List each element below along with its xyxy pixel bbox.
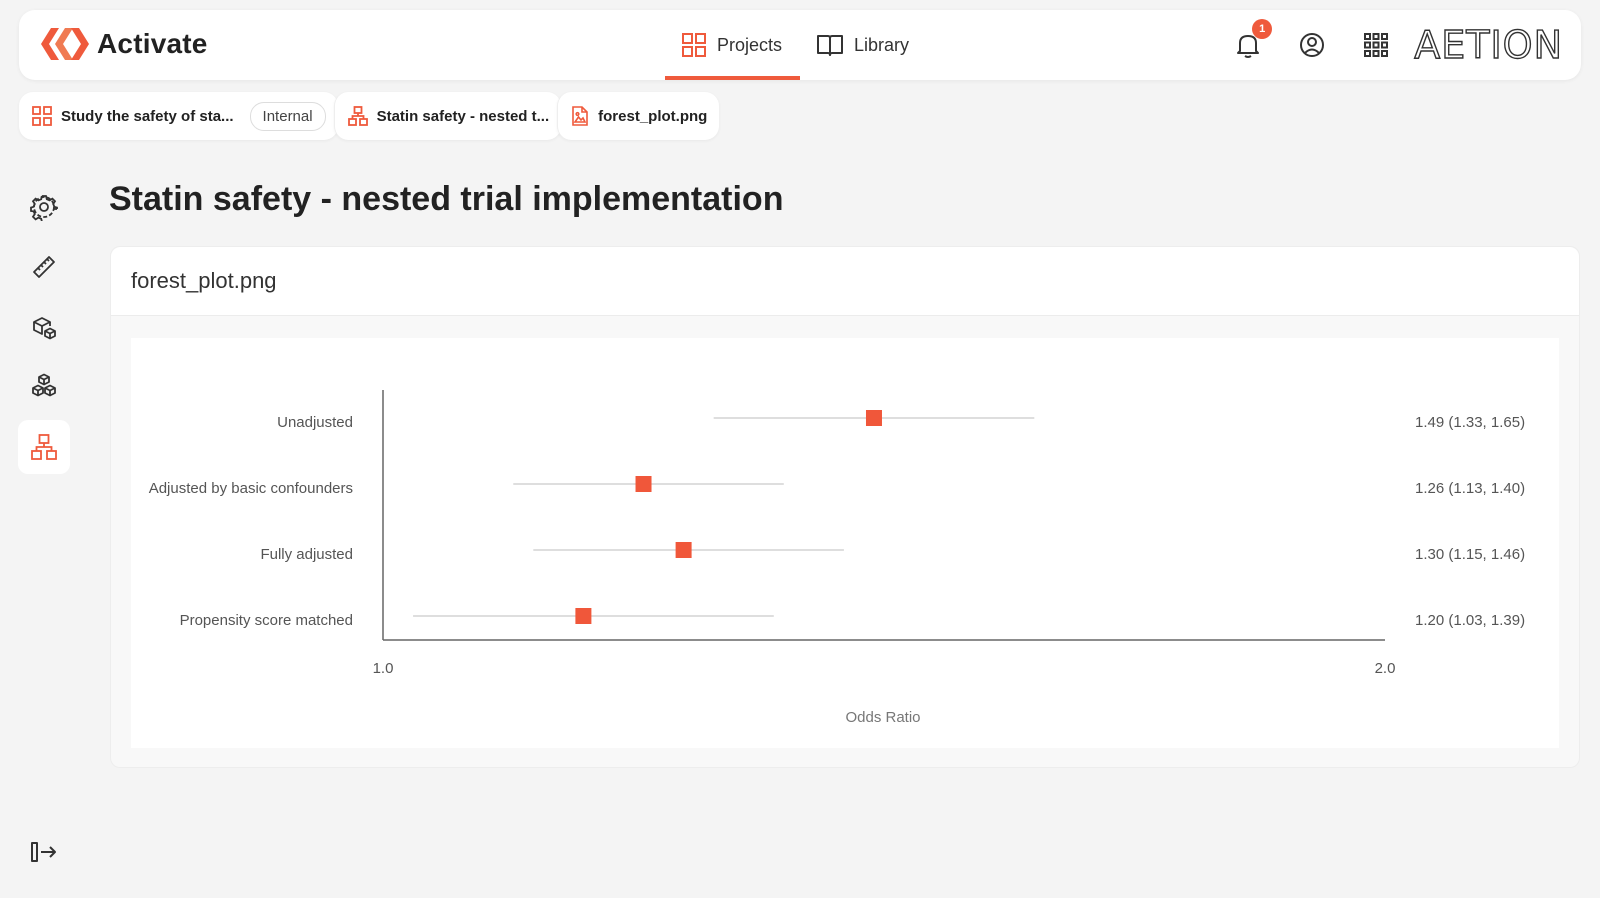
file-name: forest_plot.png (131, 268, 277, 293)
ruler-icon (33, 256, 55, 278)
main-nav: Projects Library (665, 10, 927, 80)
exit-icon (31, 842, 56, 862)
user-circle-icon (1300, 33, 1325, 57)
breadcrumb-analysis[interactable]: Statin safety - nested t... (333, 92, 562, 140)
point-estimate-marker (575, 608, 592, 624)
breadcrumb-file-label: forest_plot.png (598, 107, 708, 125)
top-bar: Activate Projects Library 1 (19, 10, 1581, 80)
file-name-header: forest_plot.png (111, 247, 1579, 316)
app-name: Activate (97, 28, 208, 59)
row-label: Adjusted by basic confounders (149, 480, 353, 497)
sidebar-item-analyses[interactable] (18, 420, 70, 474)
apps-grid-icon (1364, 33, 1389, 57)
point-estimate-marker (635, 476, 652, 492)
nav-projects[interactable]: Projects (665, 10, 801, 80)
sidebar-item-data[interactable] (18, 300, 70, 354)
image-file-icon (572, 106, 588, 126)
row-value-label: 1.20 (1.03, 1.39) (1415, 612, 1525, 629)
row-value-label: 1.49 (1.33, 1.65) (1415, 414, 1525, 431)
point-estimate-marker (865, 410, 882, 426)
breadcrumb-study[interactable]: Study the safety of sta... Internal (19, 92, 338, 140)
user-profile-button[interactable] (1296, 29, 1328, 61)
row-label: Propensity score matched (180, 612, 353, 629)
point-estimate-marker (675, 542, 692, 558)
nav-projects-label: Projects (717, 34, 783, 55)
forest-plot: Unadjusted 1.49 (1.33, 1.65) Adjusted by b… (149, 390, 1525, 726)
gear-icon (30, 195, 58, 221)
grid-icon (32, 106, 52, 126)
app-launcher-button[interactable] (1360, 29, 1392, 61)
row-label: Fully adjusted (260, 546, 353, 563)
x-axis-label: Odds Ratio (845, 709, 920, 726)
file-preview-panel: forest_plot.png Unadjusted 1.49 (1.33, 1.… (110, 246, 1580, 768)
hierarchy-icon (31, 434, 57, 460)
forest-plot-image: Unadjusted 1.49 (1.33, 1.65) Adjusted by b… (131, 338, 1559, 748)
notification-badge: 1 (1252, 19, 1273, 39)
sidebar-item-settings[interactable] (18, 180, 70, 234)
left-sidebar (18, 180, 70, 480)
bell-icon (1237, 35, 1260, 58)
breadcrumb-analysis-label: Statin safety - nested t... (376, 107, 550, 125)
aetion-logo: AETION (1414, 23, 1563, 67)
x-tick-label: 2.0 (1375, 660, 1396, 677)
cubes-icon (32, 373, 56, 397)
book-icon (817, 35, 844, 56)
breadcrumb-file[interactable]: forest_plot.png (557, 92, 720, 140)
nav-library[interactable]: Library (800, 10, 927, 80)
hierarchy-icon (347, 106, 368, 126)
x-tick-label: 1.0 (373, 660, 394, 677)
brand[interactable]: Activate (37, 26, 208, 62)
nav-library-label: Library (854, 34, 910, 55)
internal-tag: Internal (249, 101, 326, 131)
activate-logo-icon (41, 28, 89, 60)
sidebar-item-measures[interactable] (18, 240, 70, 294)
notifications-button[interactable]: 1 (1232, 19, 1273, 61)
row-value-label: 1.26 (1.13, 1.40) (1415, 480, 1525, 497)
grid-icon (682, 33, 706, 57)
breadcrumb: Study the safety of sta... Internal Stat… (19, 92, 720, 140)
breadcrumb-study-label: Study the safety of sta... (61, 107, 234, 125)
sidebar-exit-button[interactable] (18, 826, 70, 878)
row-value-label: 1.30 (1.15, 1.46) (1415, 546, 1525, 563)
sidebar-item-cohorts[interactable] (18, 360, 70, 414)
cube-shapes-icon (33, 317, 56, 340)
header-actions: 1 AETION (1200, 10, 1563, 80)
page-title: Statin safety - nested trial implementat… (109, 180, 784, 218)
row-label: Unadjusted (277, 414, 353, 431)
